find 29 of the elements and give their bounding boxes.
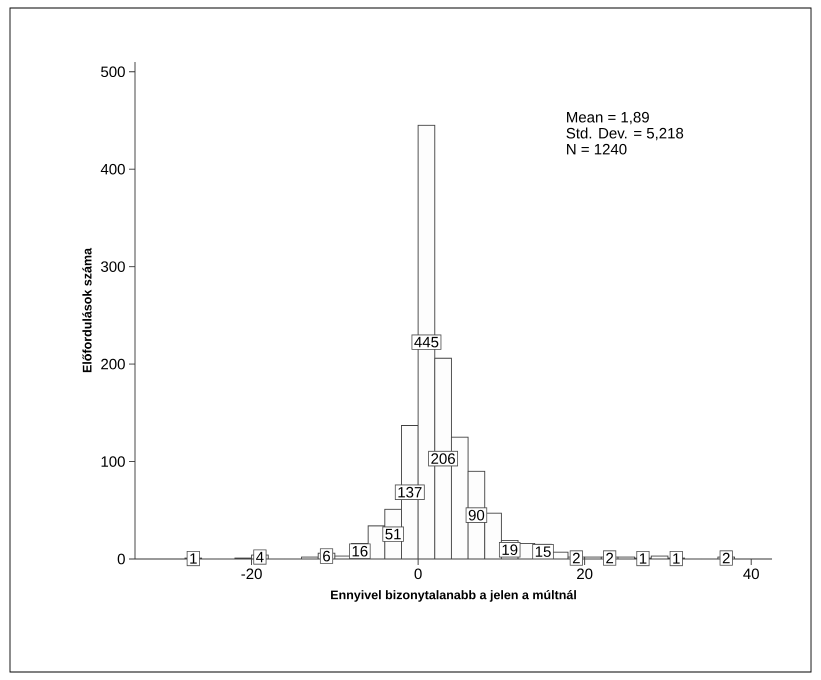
- data-label: 1: [640, 553, 646, 564]
- data-label: 1: [673, 553, 680, 564]
- y-tick-label: 100: [102, 456, 125, 467]
- annotation: Mean = 1,89: [567, 112, 649, 124]
- x-tick-label: -20: [241, 568, 262, 580]
- data-label: 1: [190, 553, 197, 564]
- y-tick-label: 200: [101, 358, 125, 370]
- y-axis-title: Előfordulások száma: [82, 248, 92, 372]
- data-label: 206: [431, 453, 455, 464]
- data-label: 137: [398, 486, 422, 498]
- y-tick-label: 400: [100, 164, 125, 174]
- data-label: 2: [722, 552, 730, 564]
- y-tick-label: 500: [101, 66, 125, 78]
- annotation: Std. Dev. = 5,218: [566, 128, 684, 140]
- x-tick-label: 40: [743, 568, 759, 580]
- y-tick-label: 300: [101, 261, 125, 272]
- data-label: 2: [606, 552, 614, 564]
- annotation: N = 1240: [567, 144, 627, 155]
- data-label: 15: [536, 546, 551, 557]
- data-label: 16: [352, 546, 368, 557]
- data-label: 90: [468, 510, 484, 520]
- y-tick-label: 0: [118, 554, 125, 564]
- data-label: 2: [572, 552, 580, 564]
- x-tick-label: 0: [414, 568, 422, 580]
- data-label: 51: [385, 528, 401, 540]
- data-label: 19: [502, 544, 518, 556]
- x-axis-title: Ennyivel bizonytalanabb a jelen a múltnál: [331, 590, 576, 602]
- x-tick-label: 20: [577, 568, 592, 580]
- data-label: 445: [414, 336, 438, 348]
